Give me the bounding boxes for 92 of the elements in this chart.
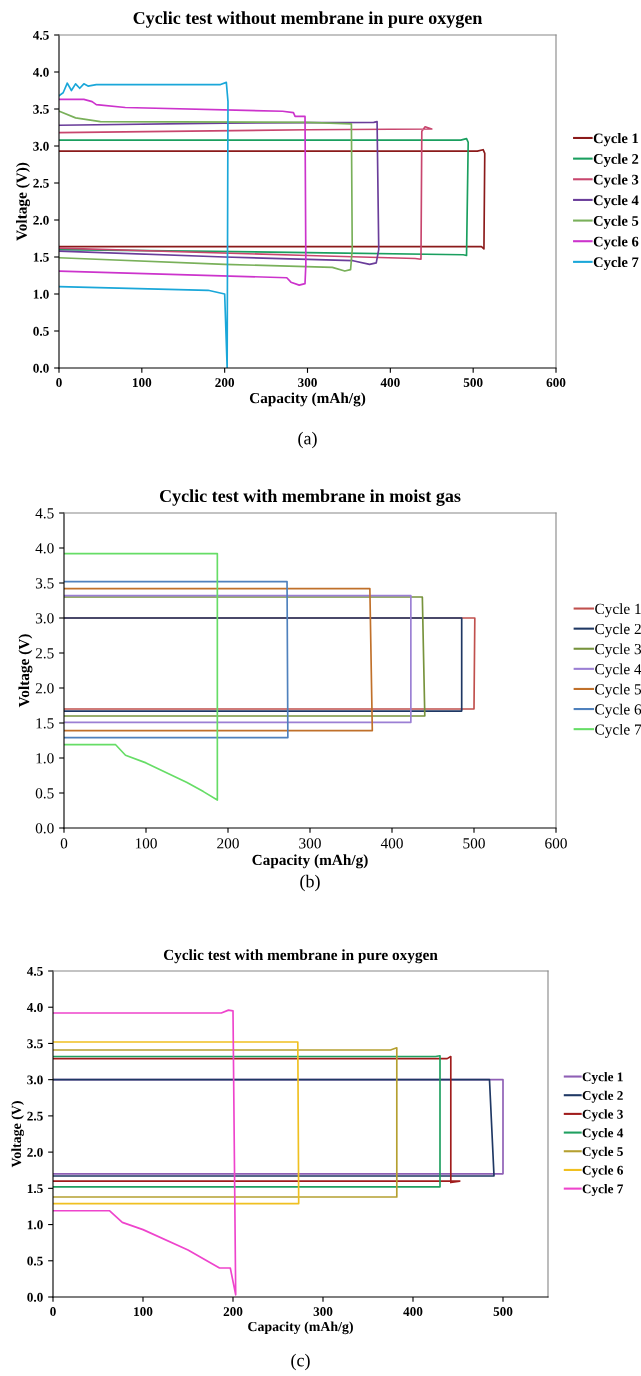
y-tick-label: 3.0 [35,613,54,624]
x-tick-label: 500 [463,838,485,849]
legend-label: Cycle 5 [582,1146,623,1159]
y-tick-label: 2.0 [33,215,49,225]
legend-label: Cycle 3 [582,1109,623,1122]
x-tick-label: 300 [313,1307,333,1317]
y-tick-label: 0.0 [35,823,54,834]
y-tick-label: 2.5 [33,178,49,188]
legend-label: Cycle 7 [582,1184,624,1197]
y-tick-label: 4.0 [35,543,54,554]
y-tick-label: 3.0 [33,141,49,151]
x-tick-label: 600 [546,378,566,388]
y-tick-label: 2.5 [27,1111,43,1121]
legend-label: Cycle 2 [595,623,641,638]
line-series [59,148,486,250]
x-tick-label: 500 [463,378,483,388]
y-tick-label: 3.5 [35,578,54,589]
x-tick-label: 100 [134,1307,153,1317]
x-axis-title: Capacity (mAh/g) [248,1321,353,1335]
y-tick-label: 0.5 [27,1256,43,1266]
x-tick-label: 500 [493,1307,513,1317]
y-tick-label: 1.5 [36,718,54,729]
x-tick-label: 100 [133,378,152,388]
x-axis-title: Capacity (mAh/g) [252,854,368,869]
x-tick-label: 200 [217,838,239,849]
x-tick-label: 100 [135,838,157,849]
y-axis-title: Voltage (V) [11,1101,25,1168]
y-tick-label: 2.0 [27,1147,43,1157]
x-axis-title: Capacity (mAh/g) [249,392,366,407]
y-tick-label: 4.5 [35,508,54,519]
legend-label: Cycle 4 [595,663,641,678]
text: (c) [291,1353,310,1371]
chart-title: Cyclic test with membrane in pure oxygen [163,949,438,964]
y-tick-label: 2.0 [35,683,54,694]
y-tick-label: 3.5 [27,1039,43,1049]
legend-label: Cycle 2 [582,1090,623,1103]
y-tick-label: 1.5 [33,252,49,262]
y-tick-label: 0.5 [35,788,54,799]
legend-label: Cycle 1 [582,1072,623,1084]
y-tick-label: 0.0 [33,363,49,373]
y-tick-label: 3.5 [33,104,49,114]
chart-title: Cyclic test with membrane in moist gas [159,489,461,506]
legend-label: Cycle 1 [595,603,641,618]
legend-label: Cycle 6 [582,1165,623,1178]
x-tick-label: 0 [50,1307,56,1317]
x-tick-label: 400 [403,1307,423,1317]
y-tick-label: 4.0 [32,67,49,77]
y-tick-label: 3.0 [27,1075,43,1085]
x-tick-label: 600 [545,838,567,849]
line-series [59,120,380,266]
x-tick-label: 400 [380,378,400,388]
legend-label: Cycle 7 [593,256,639,271]
y-tick-label: 1.5 [27,1184,43,1194]
line-series [64,552,219,801]
x-tick-label: 400 [380,838,403,849]
legend-label: Cycle 7 [595,723,641,738]
legend-label: Cycle 2 [593,153,639,167]
line-series [59,81,229,368]
legend-label: Cycle 1 [593,132,639,147]
chart-title: Cyclic test without membrane in pure oxygen [133,11,483,28]
legend-label: Cycle 3 [595,643,641,658]
y-tick-label: 1.0 [27,1220,43,1230]
x-tick-label: 0 [60,838,68,849]
legend-label: Cycle 6 [593,236,639,250]
line-series [59,110,354,272]
y-tick-label: 4.5 [26,966,43,976]
x-tick-label: 200 [223,1307,243,1317]
x-tick-label: 0 [56,378,62,388]
legend-label: Cycle 6 [595,703,641,718]
legend-label: Cycle 5 [593,215,639,229]
line-series [59,98,307,286]
text: (a) [298,431,317,449]
y-axis-title: Voltage (V) [18,634,33,708]
y-tick-label: 0.0 [27,1292,43,1302]
line-series [59,125,433,261]
line-series [53,1009,237,1296]
y-tick-label: 0.5 [33,326,49,336]
text: (b) [300,874,320,892]
x-tick-label: 300 [298,378,317,388]
x-tick-label: 200 [215,378,235,388]
y-tick-label: 1.0 [33,289,49,299]
line-series [59,137,470,257]
y-tick-label: 2.5 [35,648,54,659]
x-tick-label: 300 [299,838,321,849]
y-axis-title: Voltage (V)) [16,162,31,241]
legend-label: Cycle 4 [582,1128,624,1141]
y-tick-label: 1.0 [36,753,54,764]
y-tick-label: 4.5 [32,30,49,40]
y-tick-label: 4.0 [26,1003,43,1012]
legend-label: Cycle 3 [593,174,639,188]
legend-label: Cycle 4 [593,194,639,209]
legend-label: Cycle 5 [595,683,641,698]
